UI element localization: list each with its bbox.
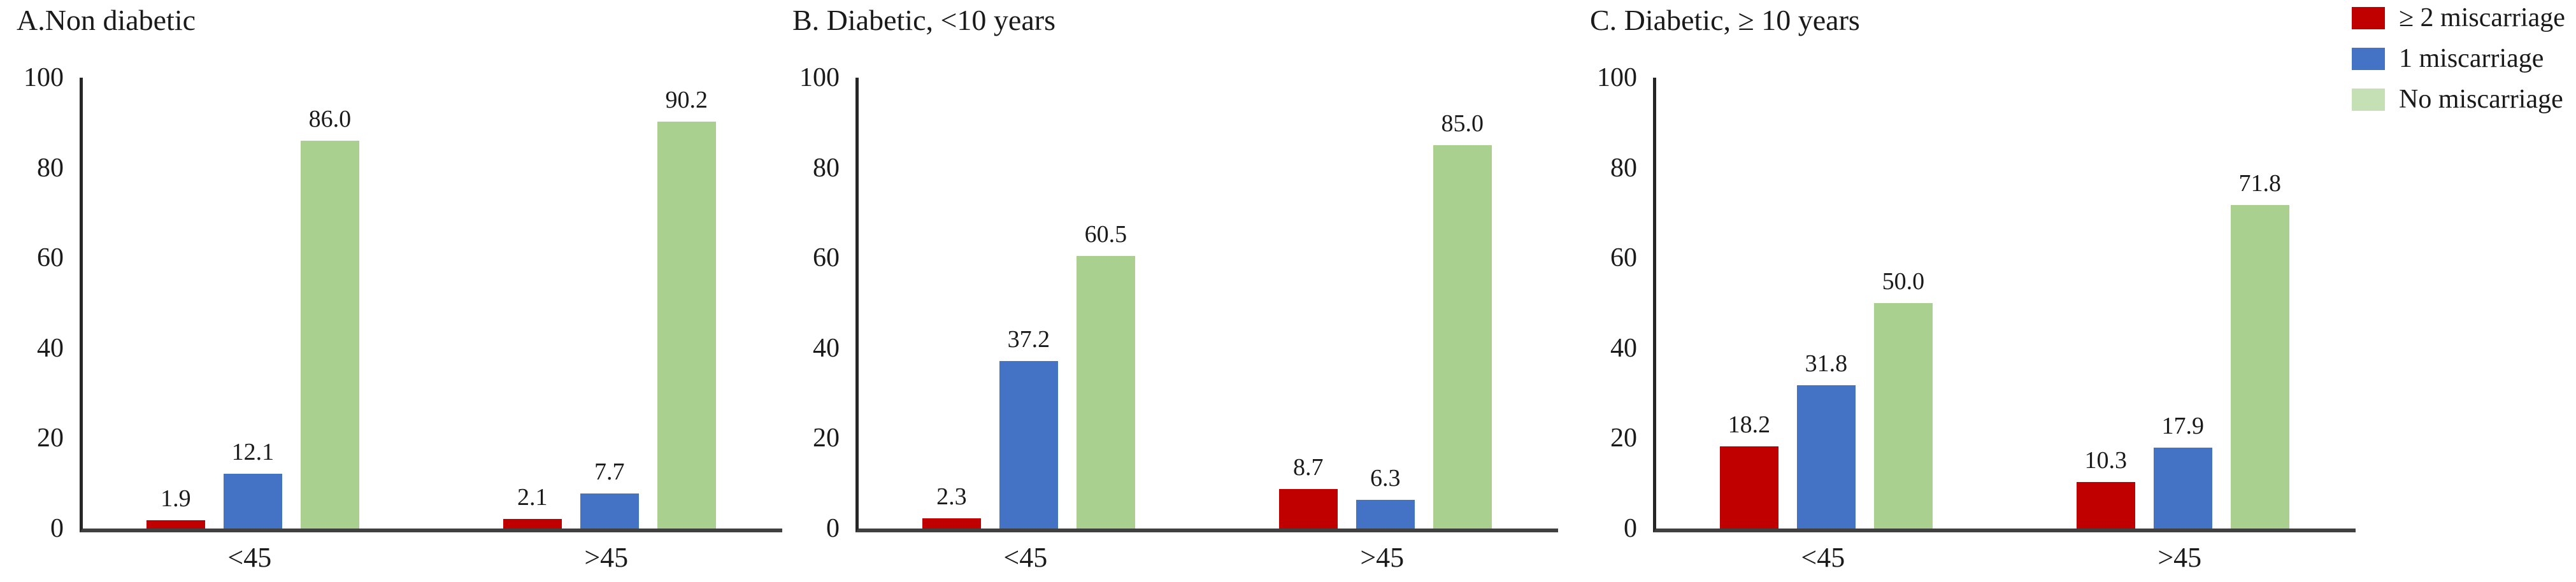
bar-value-label: 7.7 bbox=[594, 458, 625, 486]
panel-a: A.Non diabetic 1.9 12.1 86.0 2.1 7.7 90.2 0 20 40… bbox=[0, 0, 785, 582]
bar-value-label: 6.3 bbox=[1370, 465, 1401, 492]
bar bbox=[503, 519, 562, 529]
plot-area: 1.9 12.1 86.0 2.1 7.7 90.2 bbox=[80, 78, 782, 532]
bar bbox=[1796, 385, 1856, 529]
y-tick-label: 40 bbox=[37, 333, 64, 363]
bar-value-label: 1.9 bbox=[161, 485, 191, 512]
y-tick-label: 100 bbox=[799, 63, 840, 92]
bar-value-label: 71.8 bbox=[2238, 169, 2282, 197]
bar bbox=[1278, 489, 1338, 529]
bar bbox=[2076, 482, 2135, 529]
bar-value-label: 2.1 bbox=[517, 484, 548, 511]
y-tick-label: 20 bbox=[1610, 423, 1637, 453]
legend-item: No miscarriage bbox=[2352, 85, 2565, 114]
bar-value-label: 85.0 bbox=[1441, 110, 1484, 138]
y-tick-label: 40 bbox=[1610, 333, 1637, 363]
legend: ≥ 2 miscarriage 1 miscarriage No miscarr… bbox=[2352, 3, 2565, 114]
y-tick-label: 20 bbox=[813, 423, 840, 453]
bar bbox=[580, 493, 639, 529]
legend-label: No miscarriage bbox=[2399, 85, 2563, 114]
legend-label: 1 miscarriage bbox=[2399, 44, 2544, 73]
bar-value-label: 12.1 bbox=[231, 439, 275, 466]
x-category-label: <45 bbox=[227, 542, 272, 573]
bar bbox=[146, 520, 205, 529]
y-tick-label: 100 bbox=[1597, 63, 1637, 92]
bar bbox=[1719, 446, 1778, 529]
bar-value-label: 50.0 bbox=[1882, 268, 1925, 295]
panel-b: B. Diabetic, <10 years 2.3 37.2 60.5 8.7 6.3 8… bbox=[776, 0, 1561, 582]
panel-title: B. Diabetic, <10 years bbox=[792, 4, 1055, 36]
bar bbox=[657, 122, 716, 529]
y-tick-label: 0 bbox=[50, 514, 64, 543]
legend-item: ≥ 2 miscarriage bbox=[2352, 3, 2565, 32]
y-tick-label: 80 bbox=[37, 153, 64, 183]
bar-value-label: 37.2 bbox=[1007, 325, 1050, 353]
bar bbox=[999, 360, 1058, 529]
y-tick-label: 60 bbox=[37, 243, 64, 273]
legend-swatch-no-miscarriage bbox=[2352, 88, 2385, 111]
x-category-label: <45 bbox=[1801, 542, 1845, 573]
panel-title: A.Non diabetic bbox=[17, 4, 196, 36]
legend-item: 1 miscarriage bbox=[2352, 44, 2565, 73]
bar-value-label: 10.3 bbox=[2084, 447, 2128, 474]
bar bbox=[1356, 500, 1415, 529]
bar bbox=[922, 518, 981, 529]
y-tick-label: 80 bbox=[813, 153, 840, 183]
bar bbox=[2153, 448, 2212, 529]
x-category-label: >45 bbox=[584, 542, 629, 573]
bar-value-label: 2.3 bbox=[936, 483, 967, 510]
y-tick-label: 80 bbox=[1610, 153, 1637, 183]
bar bbox=[223, 474, 282, 529]
y-tick-label: 20 bbox=[37, 423, 64, 453]
plot-area: 18.2 31.8 50.0 10.3 17.9 71.8 bbox=[1653, 78, 2356, 532]
bar bbox=[1076, 255, 1135, 529]
y-tick-label: 0 bbox=[1624, 514, 1637, 543]
plot-area: 2.3 37.2 60.5 8.7 6.3 85.0 bbox=[855, 78, 1558, 532]
x-category-label: >45 bbox=[1360, 542, 1405, 573]
x-category-label: <45 bbox=[1003, 542, 1048, 573]
y-tick-label: 40 bbox=[813, 333, 840, 363]
x-category-label: >45 bbox=[2157, 542, 2202, 573]
y-tick-label: 60 bbox=[813, 243, 840, 273]
bar-value-label: 18.2 bbox=[1728, 411, 1771, 439]
legend-label: ≥ 2 miscarriage bbox=[2399, 3, 2565, 32]
y-tick-label: 60 bbox=[1610, 243, 1637, 273]
bar bbox=[1873, 303, 1933, 529]
bar-value-label: 17.9 bbox=[2161, 413, 2205, 440]
bar-value-label: 86.0 bbox=[308, 106, 352, 133]
legend-swatch-1-miscarriage bbox=[2352, 47, 2385, 70]
bar bbox=[300, 141, 359, 529]
bar bbox=[1433, 145, 1492, 529]
bar-value-label: 60.5 bbox=[1084, 220, 1127, 248]
panel-title: C. Diabetic, ≥ 10 years bbox=[1590, 4, 1860, 36]
y-tick-label: 0 bbox=[826, 514, 840, 543]
y-tick-label: 100 bbox=[24, 63, 64, 92]
bar-value-label: 90.2 bbox=[665, 87, 708, 114]
bar-value-label: 31.8 bbox=[1805, 350, 1848, 377]
bar-value-label: 8.7 bbox=[1293, 454, 1324, 481]
legend-swatch-ge2-miscarriage bbox=[2352, 6, 2385, 29]
bar bbox=[2230, 204, 2289, 529]
panel-c: C. Diabetic, ≥ 10 years 18.2 31.8 50.0 10.3 1… bbox=[1573, 0, 2358, 582]
